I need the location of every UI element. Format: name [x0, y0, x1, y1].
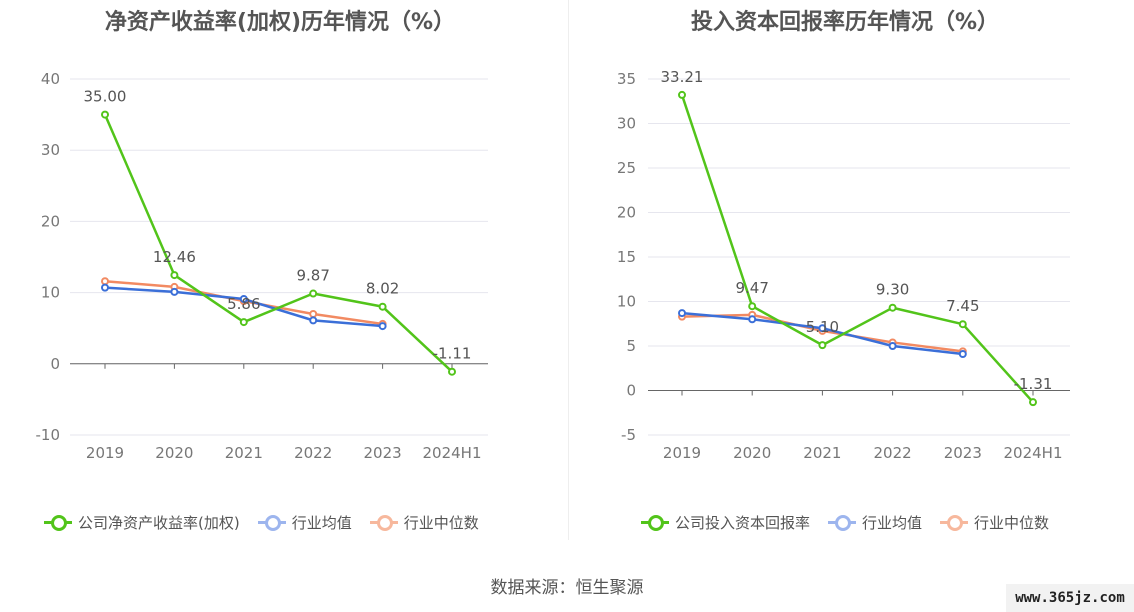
legend-line-icon: [44, 514, 72, 531]
roic-data-point-1: [818, 324, 827, 333]
roe-data-label: 35.00: [84, 88, 127, 106]
roe-data-label: -1.11: [433, 345, 472, 363]
legend-item-industry-median[interactable]: 行业中位数: [369, 512, 479, 533]
roe-data-point-1: [378, 322, 387, 331]
legend-label: 公司净资产收益率(加权): [78, 513, 240, 532]
x-tick-label: 2022: [294, 444, 332, 462]
x-tick-label: 2021: [225, 444, 263, 462]
legend-label: 行业均值: [291, 513, 352, 532]
roic-data-point-1: [958, 350, 967, 359]
roe-data-label: 5.86: [227, 295, 260, 313]
roic-data-label: 5.10: [806, 318, 839, 336]
legend-item-industry-mean[interactable]: 行业均值: [828, 512, 922, 533]
roe-data-point-1: [170, 287, 179, 296]
roe-chart: -10 0 10 20 30 40 2019 2020 2021 2022 2023 2024H1 35…: [36, 70, 488, 462]
y-tick-label: 5: [626, 337, 636, 355]
y-tick-label: 0: [50, 355, 60, 373]
legend-label: 行业均值: [862, 513, 923, 532]
roic-chart: -5 0 5 10 15 20 25 30 35 2019 2020 2021 2022 2023 2024…: [617, 68, 1070, 462]
roic-data-point-0: [888, 303, 897, 312]
roic-data-point-1: [888, 342, 897, 350]
roe-data-point-1: [239, 295, 248, 304]
roic-data-point-0: [958, 320, 967, 329]
y-tick-label: 30: [41, 141, 60, 159]
legend-label: 公司投入资本回报率: [675, 513, 811, 532]
roic-data-point-0: [748, 302, 757, 311]
x-tick-label: 2024H1: [1004, 444, 1063, 462]
roic-data-point-1: [748, 315, 757, 324]
legend-left: 公司净资产收益率(加权) 行业均值 行业中位数: [44, 508, 497, 536]
roic-data-label: 9.30: [876, 281, 909, 299]
roic-data-label: 9.47: [735, 279, 768, 297]
x-tick-label: 2024H1: [423, 444, 482, 462]
roe-data-point-0: [309, 289, 318, 298]
legend-item-industry-mean[interactable]: 行业均值: [257, 512, 352, 533]
y-tick-label: 0: [626, 382, 636, 400]
roic-data-point-0: [818, 341, 827, 350]
roic-data-point-0: [678, 90, 686, 99]
x-tick-label: 2023: [944, 444, 982, 462]
roe-data-point-0: [170, 271, 179, 280]
roe-data-label: 12.46: [153, 248, 196, 266]
data-source: 数据来源：恒生聚源: [490, 578, 644, 598]
legend-line-icon: [369, 514, 398, 531]
legend-label: 行业中位数: [403, 513, 479, 532]
watermark: www.365jz.com: [1006, 584, 1134, 612]
y-tick-label: 15: [617, 248, 636, 266]
roic-data-label: -1.31: [1014, 375, 1053, 393]
legend-item-industry-median[interactable]: 行业中位数: [940, 512, 1049, 533]
roic-data-point-1: [678, 309, 686, 318]
y-tick-label: 30: [617, 115, 636, 133]
chart-title-left: 净资产收益率(加权)历年情况（%）: [104, 10, 456, 35]
roe-data-point-1: [101, 283, 109, 292]
roe-data-point-0: [448, 367, 456, 376]
roe-data-point-0: [378, 302, 387, 311]
roe-series-line-0: [103, 114, 453, 373]
y-tick-label: 20: [41, 212, 60, 230]
roic-data-label: 7.45: [946, 297, 979, 315]
roe-data-label: 8.02: [366, 280, 399, 298]
legend-item-company-roe[interactable]: 公司净资产收益率(加权): [44, 512, 240, 533]
roe-data-point-0: [101, 110, 109, 119]
legend-line-icon: [257, 514, 286, 531]
roe-data-label: 9.87: [296, 267, 329, 285]
roic-data-label: 33.21: [661, 68, 704, 86]
x-tick-label: 2022: [874, 444, 912, 462]
legend-line-icon: [940, 514, 969, 531]
x-tick-label: 2019: [663, 444, 701, 462]
legend-line-icon: [641, 514, 669, 531]
x-tick-label: 2023: [364, 444, 402, 462]
y-tick-label: 20: [617, 204, 636, 222]
legend-right: 公司投入资本回报率 行业均值 行业中位数: [641, 508, 1067, 536]
y-tick-label: -10: [36, 426, 61, 444]
y-tick-label: 10: [617, 293, 636, 311]
roic-data-point-0: [1029, 398, 1037, 407]
y-tick-label: 40: [41, 70, 60, 88]
panel-divider: [568, 0, 569, 540]
chart-title-right: 投入资本回报率历年情况（%）: [690, 10, 1000, 35]
x-tick-label: 2020: [733, 444, 771, 462]
x-tick-label: 2019: [86, 444, 124, 462]
roe-data-point-0: [239, 318, 248, 327]
legend-line-icon: [828, 514, 857, 531]
y-tick-label: 10: [41, 284, 60, 302]
y-tick-label: -5: [621, 426, 636, 444]
legend-item-company-roic[interactable]: 公司投入资本回报率: [641, 512, 810, 533]
legend-label: 行业中位数: [974, 513, 1050, 532]
y-tick-label: 35: [617, 70, 636, 88]
roic-series-line-0: [680, 94, 1034, 403]
x-tick-label: 2021: [803, 444, 841, 462]
y-tick-label: 25: [617, 159, 636, 177]
roe-data-point-1: [309, 316, 318, 325]
x-tick-label: 2020: [155, 444, 193, 462]
